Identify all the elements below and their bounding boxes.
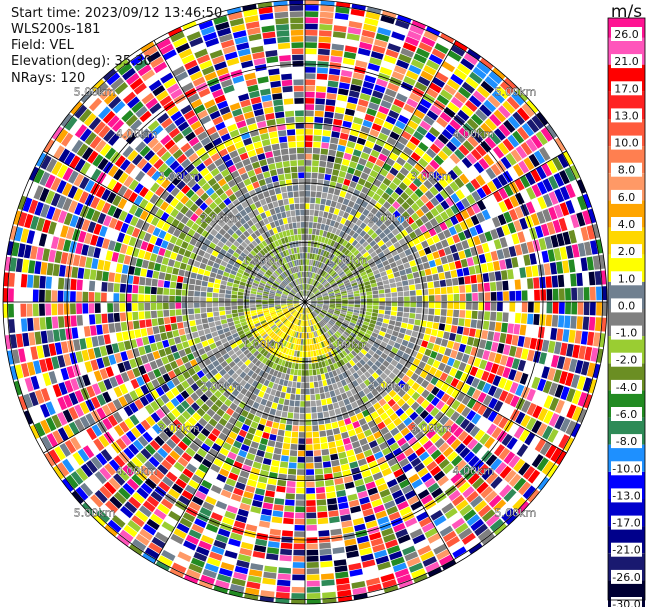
range-ring-label: 4.00km [116, 128, 158, 141]
colorbar-tick-bg [611, 189, 642, 204]
colorbar-tick-bg [611, 597, 642, 607]
range-ring-label: 3.00km [158, 170, 200, 183]
colorbar-tick-label: -2.0 [616, 354, 637, 367]
range-ring-label: 1.00km [242, 254, 284, 267]
azimuth-line [43, 150, 306, 303]
azimuth-line [153, 40, 306, 303]
nrays-label: NRays: 120 [11, 71, 86, 86]
colorbar-tick-bg [611, 407, 642, 421]
range-ring-label: 1.00km [326, 338, 368, 351]
range-ring-label: 5.00km [495, 506, 537, 519]
colorbar-tick-bg [611, 352, 642, 367]
colorbar-tick-bg [611, 81, 642, 96]
colorbar-tick-bg [611, 271, 642, 286]
azimuth-line [153, 301, 306, 564]
colorbar-tick-label: 13.0 [614, 109, 639, 122]
colorbar-tick-label: -6.0 [616, 408, 637, 421]
colorbar-tick-bg [611, 515, 642, 530]
range-ring-label: 3.00km [410, 422, 452, 435]
colorbar-frame [607, 17, 646, 601]
start-time-label: Start time: 2023/09/12 13:46:50 [11, 6, 223, 21]
range-ring-labels: 1.00km 1.00km 1.00km 1.00km 2.00km 2.00km 2.00… [74, 85, 537, 519]
field-label: Field: VEL [11, 38, 74, 53]
range-ring-label: 5.00km [495, 86, 537, 99]
range-ring-label: 5.00km [74, 506, 116, 519]
colorbar-tick-label: 2.0 [618, 245, 636, 258]
colorbar-tick-label: -26.0 [612, 571, 640, 584]
colorbar-tick-bg [611, 488, 642, 503]
azimuth-line [304, 40, 457, 303]
range-ring-label: 2.00km [368, 380, 410, 393]
range-ring-label: 4.00km [116, 464, 158, 477]
colorbar-tick-label: -30.0 [612, 598, 640, 607]
colorbar-tick-bg [611, 135, 642, 150]
colorbar-tick-bg [611, 298, 642, 313]
colorbar-tick-label: 26.0 [614, 28, 639, 41]
colorbar-tick-bg [611, 162, 642, 177]
colorbar-tick-label: -4.0 [616, 381, 637, 394]
colorbar-tick-bg [611, 569, 642, 584]
range-ring-label: 1.00km [326, 254, 368, 267]
azimuth-line [304, 301, 567, 454]
colorbar-tick-label: 1.0 [618, 272, 636, 285]
range-ring-label: 5.00km [74, 86, 116, 99]
colorbar-tick-label: -21.0 [612, 544, 640, 557]
colorbar-tick-label: 21.0 [614, 55, 639, 68]
azimuth-line [43, 301, 306, 454]
colorbar-tick-bg [611, 461, 642, 476]
azimuth-line [304, 301, 457, 564]
colorbar-tick-label: -10.0 [612, 462, 640, 475]
colorbar-tick-bg [611, 27, 642, 41]
colorbar-tick-label: 17.0 [614, 82, 639, 95]
azimuth-line [304, 150, 567, 303]
colorbar-tick-label: -17.0 [612, 517, 640, 530]
azimuth-lines [3, 0, 607, 604]
colorbar-tick-label: 4.0 [618, 218, 636, 231]
elevation-label: Elevation(deg): 35.30 [11, 54, 152, 69]
colorbar-tick-bg [611, 217, 642, 231]
range-ring-label: 2.00km [200, 380, 242, 393]
colorbar-tick-bg [611, 379, 642, 394]
colorbar-tick-bg [611, 54, 642, 69]
colorbar-tick-label: 6.0 [618, 191, 636, 204]
range-ring-label: 4.00km [453, 464, 495, 477]
range-ring-label: 3.00km [410, 170, 452, 183]
colorbar-tick-label: -1.0 [616, 327, 637, 340]
colorbar-tick-bg [611, 108, 642, 123]
colorbar-tick-bg [611, 325, 642, 340]
colorbar-tick-label: 8.0 [618, 164, 636, 177]
range-ring-label: 2.00km [200, 212, 242, 225]
colorbar-tick-bg [611, 244, 642, 259]
colorbar-tick-label: -13.0 [612, 489, 640, 502]
range-ring-label: 1.00km [242, 338, 284, 351]
range-ring-label: 3.00km [158, 422, 200, 435]
instrument-label: WLS200s-181 [11, 22, 101, 37]
range-ring-label: 2.00km [368, 212, 410, 225]
colorbar-tick-label: -8.0 [616, 435, 637, 448]
colorbar-tick-bg [611, 542, 642, 557]
range-ring-label: 4.00km [453, 128, 495, 141]
colorbar-tick-label: 0.0 [618, 299, 636, 312]
colorbar-tick-bg [611, 434, 642, 449]
colorbar-tick-label: 10.0 [614, 137, 639, 150]
colorbar-unit: m/s [611, 2, 642, 22]
